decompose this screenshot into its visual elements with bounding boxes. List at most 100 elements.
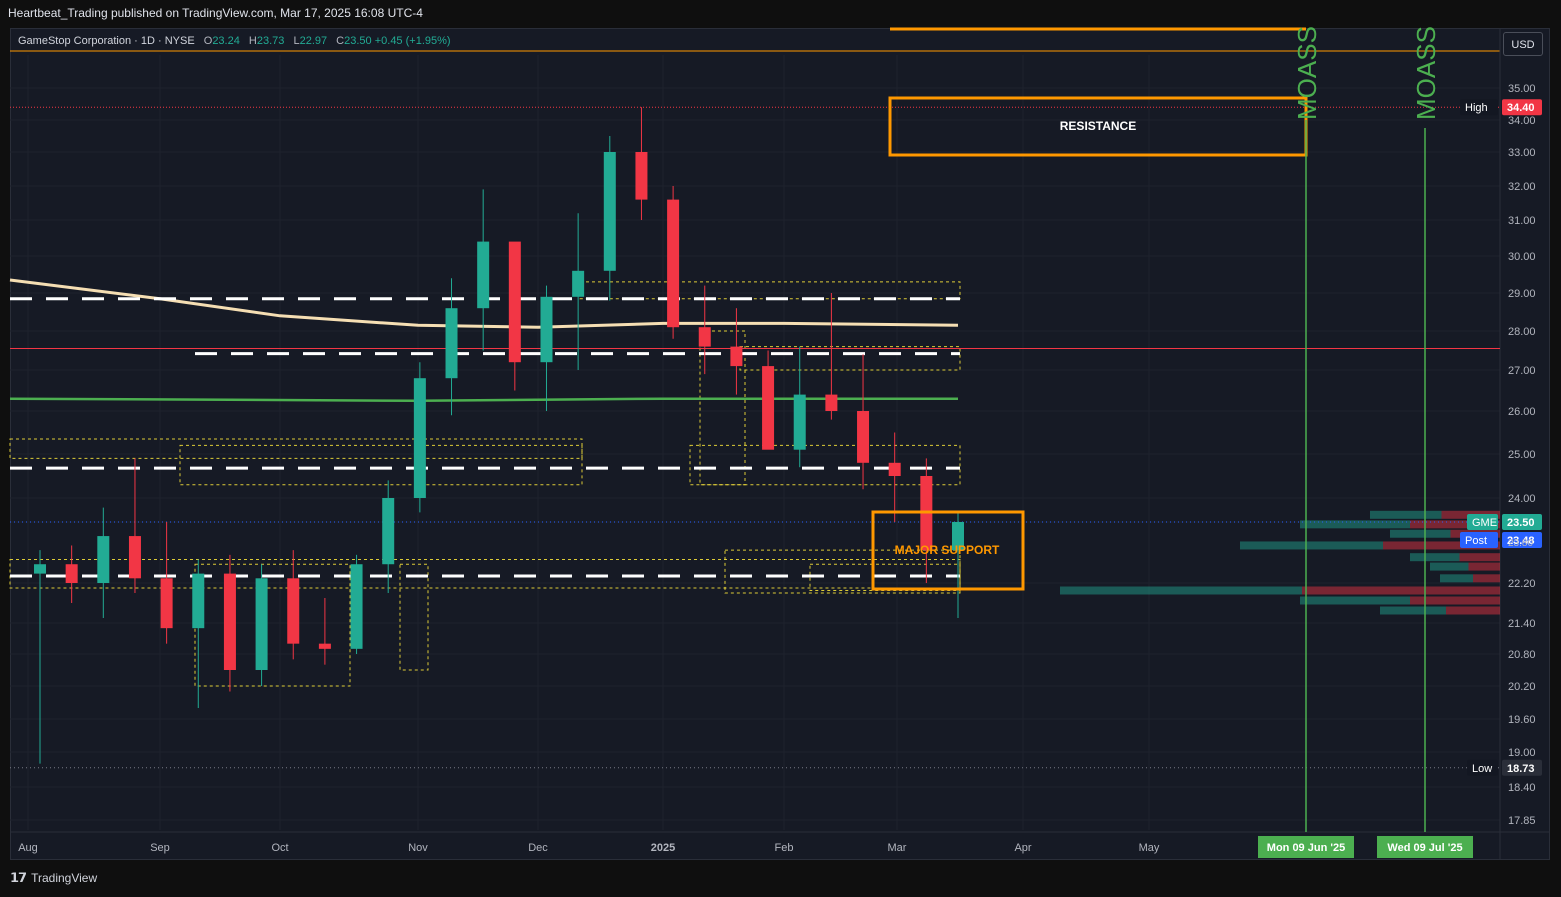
price-label-name-bg (1460, 531, 1498, 548)
change-value: +0.45 (+1.95%) (374, 35, 451, 47)
time-tick-label: May (1139, 842, 1160, 854)
chart-svg: RESISTANCE MAJOR SUPPORT MOASS MOASS 35.00 34… (9, 26, 1550, 860)
price-label-value-bg (1502, 759, 1542, 776)
price-label-name-bg (1460, 99, 1498, 116)
volume-profile-bar (1302, 586, 1500, 595)
support-zone-box (699, 330, 746, 486)
open-value: 23.24 (212, 35, 240, 47)
candle-body (34, 564, 46, 574)
price-tick-label: 27.00 (1508, 365, 1536, 377)
support-label: MAJOR SUPPORT (895, 543, 1000, 557)
support-zone-box (689, 444, 961, 486)
volume-profile-bar (1300, 596, 1410, 605)
price-tick-label: 20.80 (1508, 649, 1536, 661)
candle-body (508, 241, 521, 363)
price-tick-label: 29.00 (1508, 288, 1536, 300)
candle-body (888, 462, 901, 476)
price-label-value-bg (1502, 99, 1542, 116)
chart-panel[interactable] (10, 28, 1550, 860)
candle-body (857, 411, 870, 463)
candle-body (477, 241, 490, 309)
volume-profile-bar (1390, 529, 1451, 538)
low-value: 22.97 (299, 35, 328, 47)
price-label-name-bg (1467, 759, 1498, 776)
support-zone-box (179, 444, 583, 486)
time-tick-label: Nov (408, 842, 428, 854)
price-label-value: 18.73 (1507, 763, 1535, 775)
candle-body (730, 346, 743, 367)
candle-body (698, 327, 711, 347)
price-tick-label: 30.00 (1508, 251, 1536, 263)
open-label: O (203, 35, 213, 47)
ma-long-line (9, 278, 959, 329)
time-tick-label: Apr (1014, 842, 1031, 854)
candle-body (97, 536, 110, 583)
price-tick-label: 17.85 (1508, 815, 1536, 827)
volume-profile-bar (1430, 562, 1469, 571)
candle-body (287, 578, 300, 644)
publisher-line: Heartbeat_Trading published on TradingVi… (8, 6, 423, 20)
candle-body (445, 308, 458, 379)
symbol-legend: GameStop Corporation · 1D · NYSE O23.24 … (18, 35, 451, 47)
price-tick-label: 19.60 (1508, 714, 1536, 726)
time-tick-label: Aug (18, 842, 38, 854)
price-tick-label: 33.00 (1508, 147, 1536, 159)
time-tick-label: Sep (150, 842, 170, 854)
price-tick-label: 35.00 (1508, 83, 1536, 95)
support-zone-box (194, 563, 351, 687)
price-label-name: GME (1472, 517, 1497, 529)
support-zone-box (579, 281, 961, 300)
hidden-price-tick: 23.80 (1508, 538, 1533, 549)
tradingview-logo-icon[interactable]: 𝟭𝟳 (10, 870, 27, 885)
price-tick-label: 32.00 (1508, 181, 1536, 193)
time-tick-label: Mar (888, 842, 907, 854)
price-label-value: 34.40 (1507, 102, 1535, 114)
candle-body (128, 536, 141, 579)
candle-body (318, 643, 331, 649)
candle-body (793, 394, 806, 450)
time-tick-label: Oct (271, 842, 288, 854)
price-tick-label: 19.00 (1508, 747, 1536, 759)
price-label-name: Post (1465, 535, 1487, 547)
candle-body (192, 573, 205, 629)
support-zone-box (399, 563, 429, 671)
price-label-value-bg (1502, 514, 1542, 530)
moass-label: MOASS (1411, 26, 1441, 120)
low-label: L (293, 35, 300, 47)
volume-profile-bar (1440, 574, 1473, 583)
price-label-name-bg (1467, 514, 1498, 530)
close-value: 23.50 (344, 35, 372, 47)
price-label-value: 23.48 (1507, 535, 1535, 547)
support-zone-box (9, 559, 961, 589)
price-label-value-bg (1502, 531, 1542, 548)
volume-profile-bar (1240, 541, 1383, 550)
high-value: 23.73 (256, 35, 285, 47)
price-label-name: High (1465, 102, 1488, 114)
price-tick-label: 26.00 (1508, 406, 1536, 418)
price-tick-label: 22.20 (1508, 578, 1536, 590)
volume-profile-bar (1370, 510, 1442, 519)
volume-profile-bar (1410, 596, 1500, 605)
high-label: H (248, 35, 257, 47)
footer: 𝟭𝟳 TradingView (10, 870, 97, 886)
time-tick-label: 2025 (651, 842, 675, 854)
footer-brand[interactable]: TradingView (31, 871, 98, 885)
volume-profile-bar (1459, 553, 1500, 562)
candle-body (255, 578, 268, 670)
symbol-name[interactable]: GameStop Corporation · 1D · NYSE (18, 35, 195, 47)
candle-body (825, 394, 838, 411)
candle-body (382, 498, 395, 565)
volume-profile-bar (1380, 606, 1446, 615)
price-tick-label: 24.00 (1508, 493, 1536, 505)
time-tick-label: Dec (528, 842, 548, 854)
currency-button[interactable]: USD (1503, 32, 1543, 56)
price-tick-label: 18.40 (1508, 782, 1536, 794)
volume-profile-bar (1383, 541, 1500, 550)
time-marker-bg (1258, 836, 1354, 858)
candle-body (160, 578, 173, 629)
price-tick-label: 28.00 (1508, 326, 1536, 338)
candle-body (635, 152, 648, 200)
price-tick-label: 34.00 (1508, 115, 1536, 127)
price-label-name: Low (1472, 763, 1492, 775)
resistance-label: RESISTANCE (1060, 119, 1136, 133)
